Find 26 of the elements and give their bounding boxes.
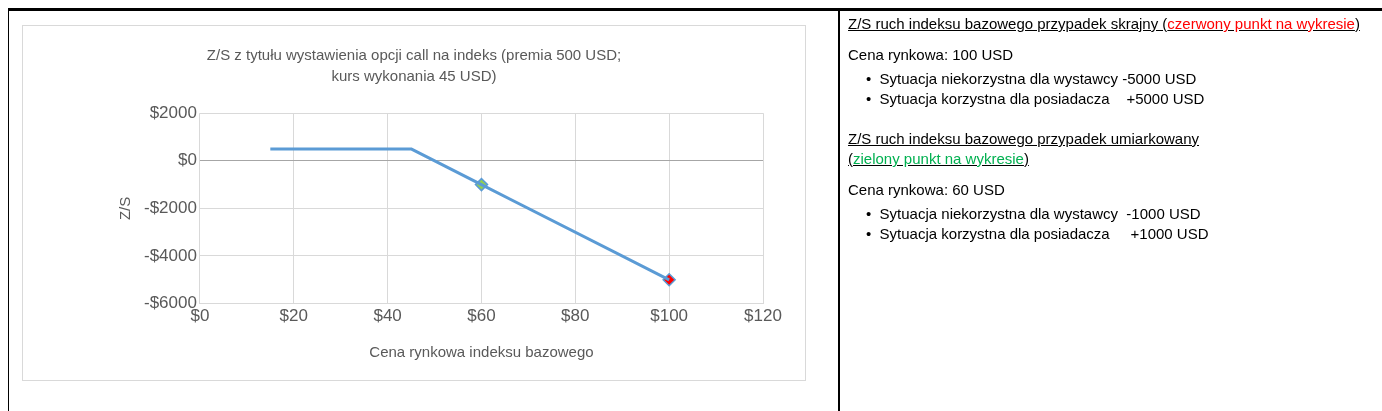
text: • Sytuacja niekorzystna dla wystawcy -1000 USD <box>866 205 1201 222</box>
y-tick-label: -$4000 <box>144 245 197 265</box>
chart-title: Z/S z tytułu wystawienia opcji call na indeks (premia 500 USD; kurs wykonania 45 USD) <box>205 45 623 86</box>
text: ( <box>848 150 853 167</box>
text: Cena rynkowa: 100 USD <box>848 46 1014 63</box>
x-tick-label: $60 <box>467 306 496 326</box>
text: zielony punkt na wykresie <box>853 150 1024 167</box>
text: Z/S ruch indeksu bazowego przypadek umiarkowany <box>848 130 1200 147</box>
x-tick-label: $40 <box>373 306 402 326</box>
text: ) <box>1354 15 1360 32</box>
x-tick-label: $120 <box>744 306 782 326</box>
x-axis-title: Cena rynkowa indeksu bazowego <box>369 343 594 361</box>
y-tick-label: $0 <box>178 150 197 170</box>
x-tick-label: $20 <box>279 306 308 326</box>
text: Z/S ruch indeksu bazowego przypadek skrajny ( <box>848 15 1168 32</box>
y-tick-label: -$2000 <box>144 198 197 218</box>
text: • Sytuacja niekorzystna dla wystawcy -5000 USD <box>866 70 1197 87</box>
text: • Sytuacja korzystna dla posiadacza +5000 USD <box>866 90 1205 107</box>
text: • Sytuacja korzystna dla posiadacza +1000 USD <box>866 225 1209 242</box>
text: Cena rynkowa: 60 USD <box>848 181 1005 198</box>
x-tick-label: $80 <box>561 306 590 326</box>
text: ) <box>1023 150 1029 167</box>
text: czerwony punkt na wykresie <box>1167 15 1355 32</box>
y-tick-label: $2000 <box>149 102 197 122</box>
y-axis-title: Z/S <box>116 196 134 221</box>
x-tick-label: $100 <box>650 306 689 326</box>
